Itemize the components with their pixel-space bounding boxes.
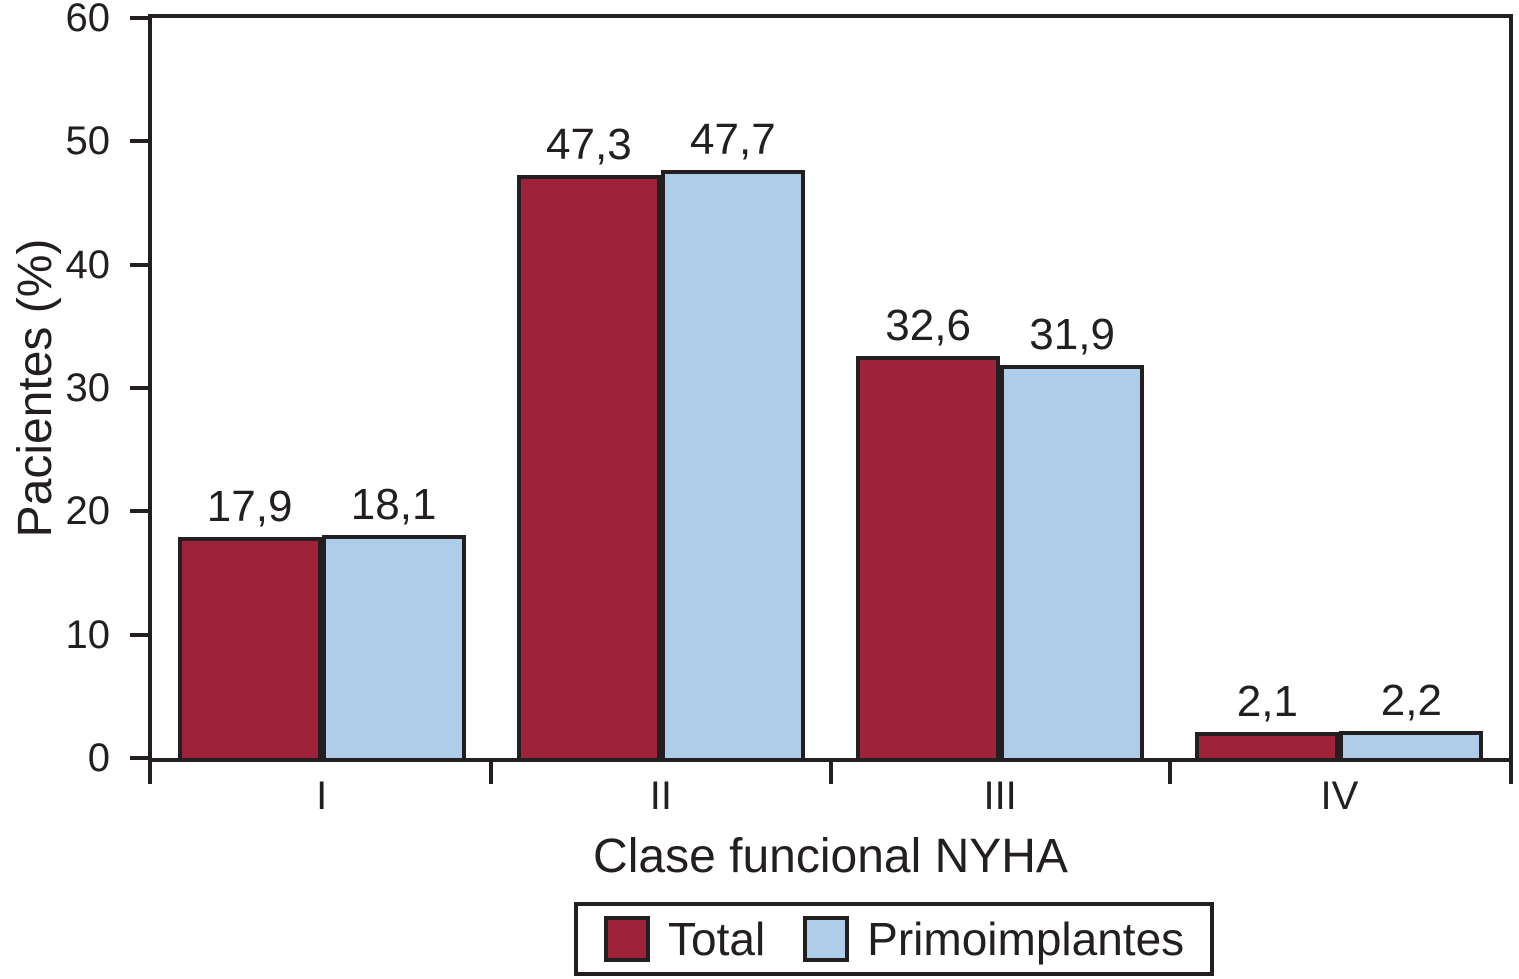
x-axis-title: Clase funcional NYHA: [593, 830, 1068, 883]
value-label-primoimplantes-iv: 2,2: [1380, 675, 1442, 725]
value-label-total-iii: 32,6: [885, 300, 971, 350]
value-label-primoimplantes-ii: 47,7: [690, 114, 776, 164]
value-label-total-i: 17,9: [206, 482, 293, 532]
x-tick-4: [1509, 762, 1513, 784]
value-label-primoimplantes-i: 18,1: [350, 479, 437, 529]
legend-item-primoimplantes: Primoimplantes: [803, 916, 1184, 962]
plot-area: 0 10 20 30 40 50 60 I II III IV 17,9 47,3 32,6 2,1 18,1…: [66, 0, 1513, 816]
y-tick-label-60: 60: [65, 0, 111, 40]
y-tick-50: [130, 139, 148, 144]
y-tick-0: [130, 756, 148, 760]
value-label-primoimplantes-iii: 31,9: [1029, 309, 1115, 359]
legend-item-total: Total: [604, 916, 765, 962]
legend-label-total: Total: [668, 913, 766, 965]
bar-total-i: [177, 537, 322, 758]
x-tick-1: [489, 762, 494, 784]
legend-swatch-primoimplantes-icon: [803, 916, 850, 962]
y-tick-10: [130, 632, 148, 637]
x-tick-2: [828, 762, 833, 784]
y-tick-label-20: 20: [65, 489, 111, 534]
y-tick-30: [130, 386, 148, 390]
y-tick-60: [130, 16, 148, 20]
x-category-label-ii: II: [649, 774, 672, 818]
x-category-label-i: I: [316, 774, 328, 818]
legend-label-primoimplantes: Primoimplantes: [867, 913, 1185, 965]
legend: Total Primoimplantes: [574, 902, 1215, 976]
bar-total-iv: [1195, 732, 1340, 758]
y-tick-label-10: 10: [65, 612, 111, 657]
bar-primoimplantes-iii: [1000, 364, 1145, 758]
y-tick-label-40: 40: [65, 242, 111, 287]
bar-total-iii: [856, 355, 1001, 758]
bar-primoimplantes-ii: [660, 169, 805, 758]
legend-swatch-total-icon: [604, 916, 650, 962]
y-tick-label-0: 0: [87, 736, 110, 780]
value-label-total-iv: 2,1: [1236, 677, 1298, 727]
bar-primoimplantes-i: [321, 534, 466, 758]
x-category-label-iv: IV: [1320, 774, 1359, 818]
bar-total-ii: [516, 174, 661, 758]
x-category-label-iii: III: [983, 774, 1017, 818]
bar-primoimplantes-iv: [1339, 730, 1484, 758]
x-tick-0: [148, 762, 152, 784]
x-tick-3: [1167, 762, 1172, 784]
y-tick-label-30: 30: [65, 366, 111, 410]
y-tick-20: [130, 509, 148, 514]
y-tick-40: [130, 262, 148, 267]
value-label-total-ii: 47,3: [546, 119, 632, 169]
y-tick-label-50: 50: [65, 119, 111, 164]
